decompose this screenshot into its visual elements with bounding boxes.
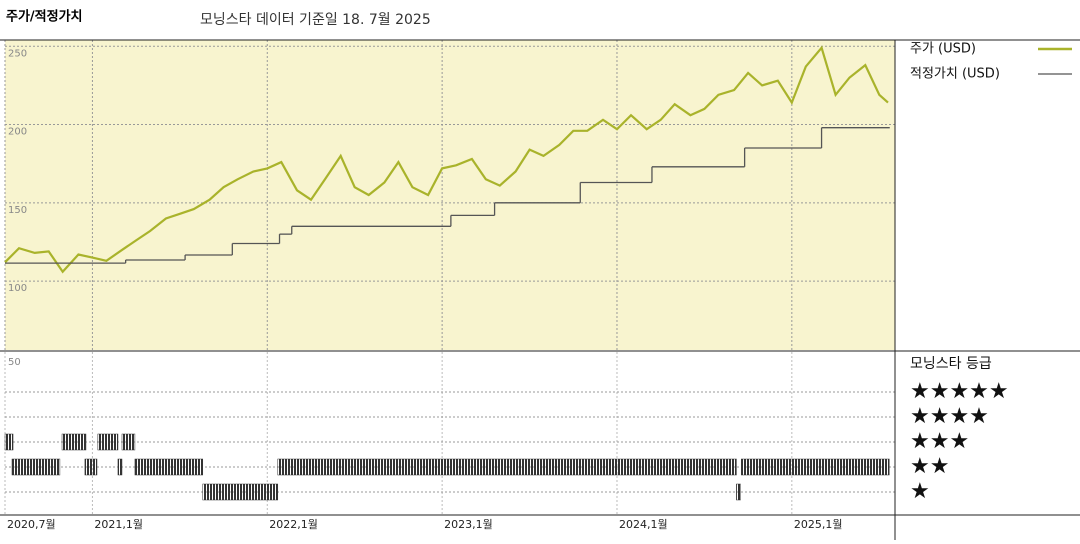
rating-corner-label: 50	[8, 357, 21, 368]
rating-stars: ★★	[910, 454, 949, 479]
x-tick-label: 2021,1월	[94, 518, 143, 531]
rating-stars: ★★★	[910, 429, 969, 454]
y-tick-label: 150	[8, 205, 27, 216]
rating-bar	[4, 433, 14, 451]
x-tick-label: 2025,1월	[794, 518, 843, 531]
plot-background	[5, 40, 895, 350]
legend-label: 주가 (USD)	[910, 42, 976, 57]
title: 주가/적정가치	[6, 9, 83, 25]
x-tick-label: 2024,1월	[619, 518, 668, 531]
rating-bar	[11, 458, 61, 476]
rating-bar	[97, 433, 119, 451]
price-line	[4, 45, 889, 274]
rating-bar	[134, 458, 204, 476]
rating-bar	[736, 483, 741, 501]
rating-bar	[121, 433, 136, 451]
legend-label: 적정가치 (USD)	[910, 67, 1000, 82]
rating-bar	[117, 458, 123, 476]
x-tick-label: 2023,1월	[444, 518, 493, 531]
rating-stars: ★★★★★	[910, 379, 1009, 404]
x-tick-label: 2022,1월	[269, 518, 318, 531]
y-tick-label: 250	[8, 48, 27, 59]
rating-stars: ★	[910, 479, 930, 504]
y-tick-label: 200	[8, 127, 27, 138]
rating-bar	[84, 458, 98, 476]
rating-bar	[61, 433, 87, 451]
rating-bar	[202, 483, 279, 501]
rating-bar	[741, 458, 890, 476]
x-tick-label: 2020,7월	[7, 518, 56, 531]
y-tick-label: 100	[8, 283, 27, 294]
subtitle: 모닝스타 데이터 기준일 18. 7월 2025	[200, 12, 431, 28]
rating-bar	[277, 458, 737, 476]
rating-title: 모닝스타 등급	[910, 356, 992, 372]
rating-stars: ★★★★	[910, 404, 989, 429]
